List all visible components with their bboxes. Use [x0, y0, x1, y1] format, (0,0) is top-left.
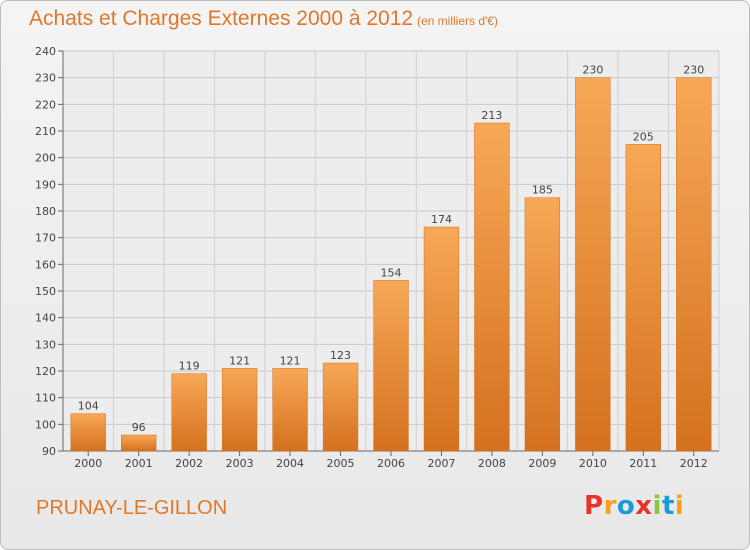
- data-label: 123: [330, 349, 351, 362]
- x-tick-label: 2004: [276, 457, 304, 470]
- bar: [272, 368, 308, 452]
- logo-letter: i: [674, 491, 685, 521]
- logo-letter: o: [616, 491, 636, 521]
- data-label: 185: [532, 184, 553, 197]
- x-tick-label: 2010: [579, 457, 607, 470]
- y-tick-label: 220: [35, 98, 56, 111]
- x-tick-label: 2005: [327, 457, 355, 470]
- data-label: 205: [633, 130, 654, 143]
- y-tick-label: 90: [42, 445, 56, 458]
- y-tick-label: 180: [35, 205, 56, 218]
- x-tick-label: 2001: [125, 457, 153, 470]
- bar: [474, 122, 510, 452]
- y-tick-label: 160: [35, 258, 56, 271]
- y-tick-label: 240: [35, 45, 56, 58]
- bars: [70, 77, 712, 452]
- y-tick-label: 200: [35, 152, 56, 165]
- proxiti-logo[interactable]: Proxiti: [584, 491, 684, 521]
- data-label: 96: [132, 421, 146, 434]
- x-tick-label: 2007: [427, 457, 455, 470]
- y-tick-label: 230: [35, 72, 56, 85]
- y-tick-label: 100: [35, 418, 56, 431]
- data-label: 230: [582, 64, 603, 77]
- y-tick-label: 190: [35, 178, 56, 191]
- x-tick-label: 2009: [528, 457, 556, 470]
- bar: [676, 77, 712, 452]
- bar: [322, 362, 359, 452]
- logo-letter: x: [635, 491, 653, 521]
- y-tick-label: 210: [35, 125, 56, 138]
- data-label: 230: [683, 64, 704, 77]
- bar: [524, 197, 561, 452]
- bar: [121, 434, 157, 452]
- data-label: 119: [179, 360, 200, 373]
- x-tick-label: 2011: [629, 457, 657, 470]
- y-tick-label: 170: [35, 232, 56, 245]
- y-tick-label: 140: [35, 312, 56, 325]
- x-tick-label: 2008: [478, 457, 506, 470]
- labels: 104 96 119 121 121 123 154 174 213 185 230 205 230: [78, 64, 705, 434]
- x-tick-label: 2000: [74, 457, 102, 470]
- data-label: 121: [280, 354, 301, 367]
- bar: [625, 144, 661, 452]
- bar: [171, 373, 207, 452]
- chart-title: Achats et Charges Externes 2000 à 2012: [29, 7, 414, 30]
- logo-letter: i: [652, 491, 662, 521]
- logo-letter: t: [661, 491, 675, 521]
- y-tick-label: 150: [35, 285, 56, 298]
- bar: [423, 226, 460, 452]
- y-tick-label: 120: [35, 365, 56, 378]
- data-label: 121: [229, 354, 250, 367]
- bar: [221, 368, 258, 452]
- data-label: 154: [381, 266, 402, 279]
- bar: [373, 280, 409, 452]
- x-tick-label: 2012: [680, 457, 708, 470]
- logo-letter: r: [603, 491, 617, 521]
- y-tick-label: 110: [35, 392, 56, 405]
- axes: 90 100 110 120 130 140 150 160 170 180 190 200 210 22…: [35, 45, 719, 470]
- commune-name: PRUNAY-LE-GILLON: [36, 497, 228, 519]
- y-tick-label: 130: [35, 338, 56, 351]
- x-tick-label: 2002: [175, 457, 203, 470]
- data-label: 104: [78, 400, 99, 413]
- data-label: 213: [481, 109, 502, 122]
- chart-unit: (en milliers d'€): [417, 14, 498, 28]
- bar: [575, 77, 611, 452]
- x-tick-label: 2003: [226, 457, 254, 470]
- x-tick-label: 2006: [377, 457, 405, 470]
- bar: [70, 413, 106, 452]
- logo-letter: P: [584, 491, 604, 521]
- data-label: 174: [431, 213, 452, 226]
